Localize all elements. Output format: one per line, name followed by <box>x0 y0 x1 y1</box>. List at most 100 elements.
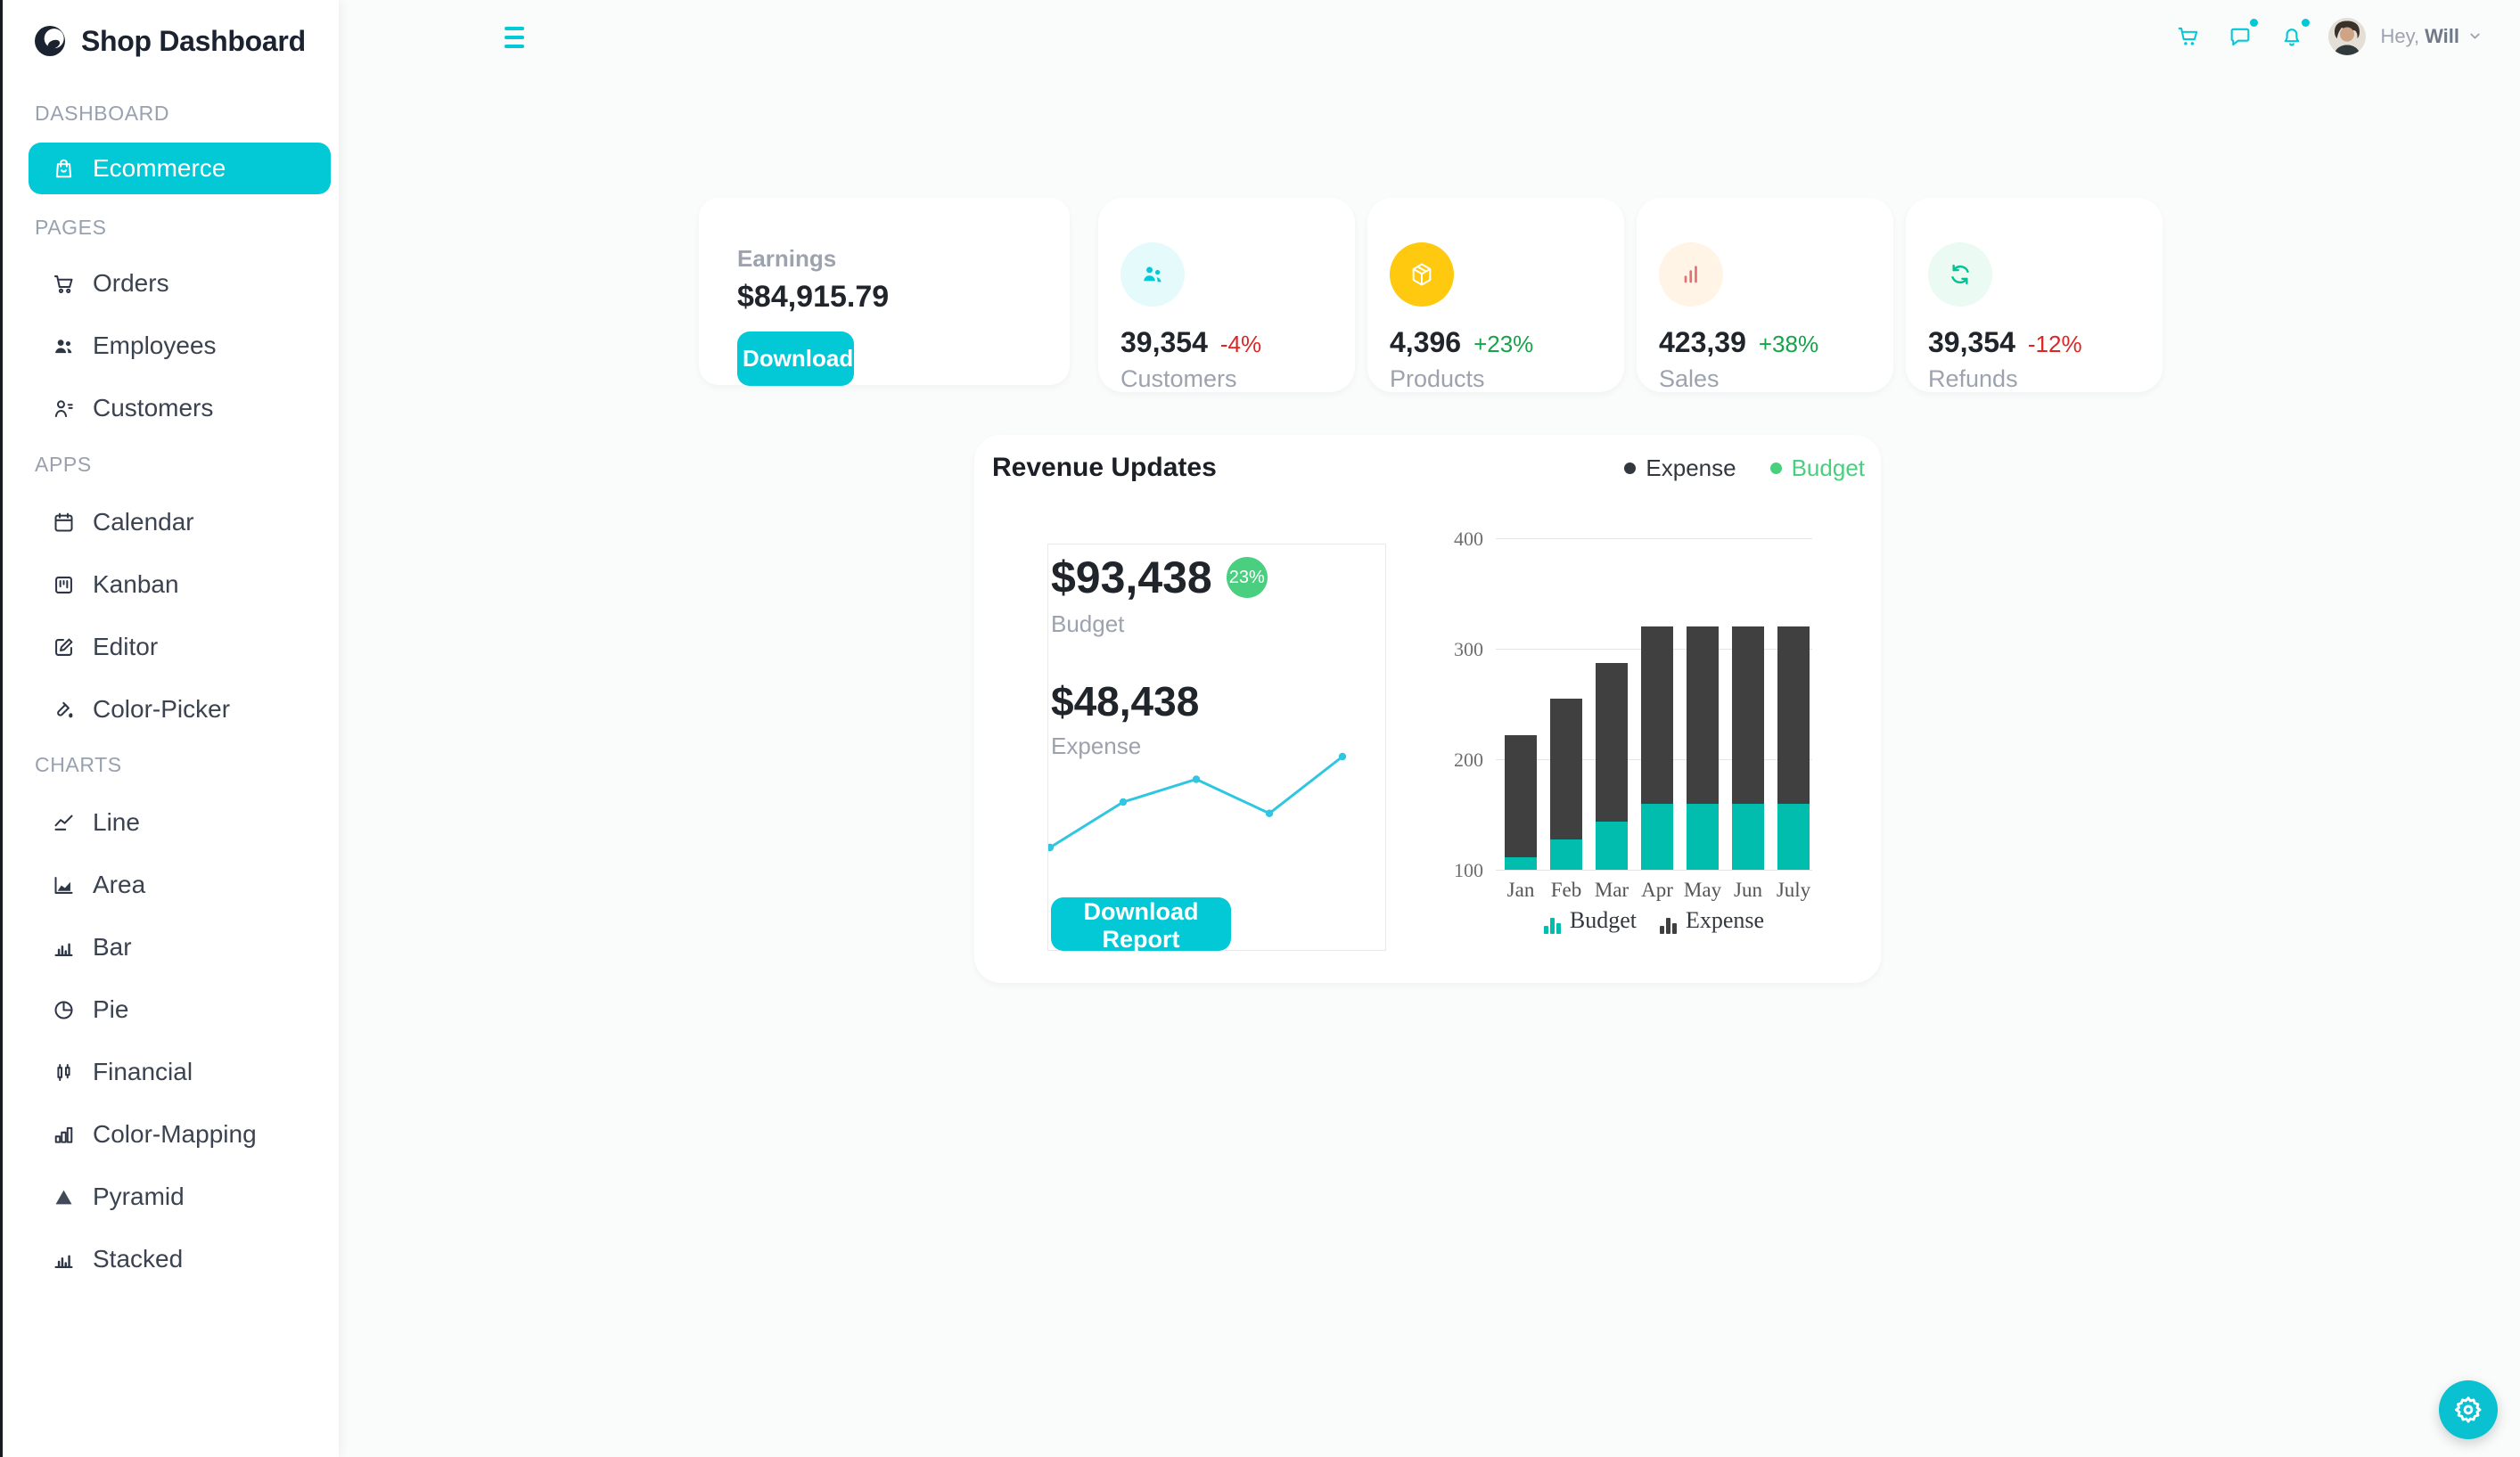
color-picker-icon <box>52 698 76 722</box>
budget-change-badge[interactable]: 23% <box>1226 557 1268 598</box>
stat-label: Sales <box>1659 365 1720 392</box>
bar-chart-icon <box>52 936 76 960</box>
bar-segment-expense <box>1505 734 1537 858</box>
settings-fab[interactable] <box>2439 1380 2498 1439</box>
sidebar-item-label: Pyramid <box>93 1183 185 1210</box>
chart-ytick-label: 400 <box>1454 528 1483 550</box>
legend-dot <box>1769 462 1782 474</box>
username-text[interactable]: Will <box>2425 24 2459 47</box>
sidebar-item-label: Line <box>93 808 140 836</box>
cart-button[interactable] <box>2163 11 2214 62</box>
editor-icon <box>52 635 76 659</box>
sidebar-item-orders[interactable]: Orders <box>3 252 339 315</box>
legend-item-expense[interactable]: Expense <box>1624 454 1736 482</box>
revenue-sparkline <box>1048 748 1387 856</box>
stat-card-customers[interactable]: 39,354 -4% Customers <box>1098 198 1355 392</box>
sidebar-item-employees[interactable]: Employees <box>3 315 339 377</box>
bar-segment-budget <box>1732 803 1764 870</box>
chart-bar-july[interactable] <box>1777 626 1810 870</box>
stat-delta: +38% <box>1758 331 1819 357</box>
sidebar-item-label: Area <box>93 871 146 898</box>
notifications-button[interactable] <box>2266 11 2318 62</box>
sales-bars-icon <box>1659 242 1723 307</box>
employees-icon <box>52 334 76 358</box>
chart-bar-apr[interactable] <box>1641 626 1673 870</box>
budget-expense-chart: 100 200 300 400 Jan Feb Mar Apr May Jun July Budget… <box>1454 528 1812 934</box>
sidebar-item-ecommerce[interactable]: Ecommerce <box>29 143 331 194</box>
customer-list-icon <box>52 397 76 421</box>
chevron-down-icon[interactable] <box>2467 29 2483 44</box>
earnings-card: Earnings $84,915.79 Download <box>699 198 1070 386</box>
sidebar-item-stacked[interactable]: Stacked <box>3 1228 339 1290</box>
sidebar-section-header: APPS <box>35 452 92 476</box>
stat-card-refunds[interactable]: 39,354 -12% Refunds <box>1906 198 2163 392</box>
stat-card-sales[interactable]: 423,39 +38% Sales <box>1637 198 1893 392</box>
gear-icon <box>2452 1394 2484 1426</box>
stat-delta: +23% <box>1473 331 1534 357</box>
chart-xtick-label: Apr <box>1641 879 1673 901</box>
refresh-icon <box>1928 242 1992 307</box>
bar-segment-budget <box>1505 857 1537 870</box>
app-title: Shop Dashboard <box>81 24 306 57</box>
sidebar-item-pyramid[interactable]: Pyramid <box>3 1166 339 1228</box>
sidebar-item-kanban[interactable]: Kanban <box>3 553 339 616</box>
cart-icon <box>2176 24 2201 49</box>
chart-bar-mar[interactable] <box>1596 663 1628 870</box>
chart-bar-jun[interactable] <box>1732 626 1764 870</box>
sidebar-section-header: PAGES <box>35 215 107 239</box>
sidebar-item-calendar[interactable]: Calendar <box>3 491 339 553</box>
sidebar-item-color-picker[interactable]: Color-Picker <box>3 678 339 741</box>
sidebar-item-customers[interactable]: Customers <box>3 377 339 439</box>
chart-bar-feb[interactable] <box>1550 699 1582 870</box>
color-mapping-icon <box>52 1123 76 1147</box>
bar-segment-budget <box>1550 839 1582 870</box>
chart-gridline <box>1496 538 1812 539</box>
kanban-icon <box>52 573 76 597</box>
shopping-cart-icon <box>52 272 76 296</box>
chart-bar-jan[interactable] <box>1505 734 1537 870</box>
sidebar-item-area[interactable]: Area <box>3 854 339 916</box>
chart-bar-may[interactable] <box>1687 626 1719 870</box>
pyramid-chart-icon <box>52 1185 76 1209</box>
chart-xtick-label: July <box>1776 879 1811 901</box>
chart-xtick-label: Jan <box>1506 879 1535 901</box>
sidebar-item-line[interactable]: Line <box>3 791 339 854</box>
sidebar-item-label: Ecommerce <box>93 154 226 182</box>
revenue-legend: Expense Budget <box>1624 454 1865 482</box>
chat-button[interactable] <box>2214 11 2266 62</box>
chart-gridline <box>1496 870 1812 871</box>
download-button[interactable]: Download <box>737 332 854 386</box>
chart-ytick-label: 100 <box>1454 859 1483 881</box>
sidebar-item-pie[interactable]: Pie <box>3 978 339 1041</box>
sidebar-item-color-mapping[interactable]: Color-Mapping <box>3 1103 339 1166</box>
stat-label: Products <box>1390 365 1485 392</box>
avatar[interactable] <box>2328 17 2367 55</box>
stat-value: 423,39 <box>1659 326 1746 358</box>
topbar: Hey, Will <box>339 0 2520 72</box>
chart-legend-item-budget[interactable]: Budget <box>1543 907 1637 934</box>
customers-group-icon <box>1138 260 1167 289</box>
app-logo[interactable]: Shop Dashboard <box>3 21 339 61</box>
sidebar-section-header: DASHBOARD <box>35 101 170 125</box>
hamburger-menu-icon[interactable] <box>505 19 540 56</box>
sidebar: Shop Dashboard DASHBOARD Ecommerce PAGES Or… <box>3 0 339 1457</box>
expense-value: $48,438 <box>1051 678 1200 724</box>
sidebar-item-label: Stacked <box>93 1245 184 1273</box>
chart-xtick-label: Mar <box>1594 879 1629 901</box>
sidebar-item-financial[interactable]: Financial <box>3 1041 339 1103</box>
sidebar-item-editor[interactable]: Editor <box>3 616 339 678</box>
stat-card-products[interactable]: 4,396 +23% Products <box>1367 198 1624 392</box>
revenue-header: Revenue Updates Expense Budget <box>992 453 1865 483</box>
sidebar-item-bar[interactable]: Bar <box>3 916 339 978</box>
line-chart-icon <box>52 811 76 835</box>
download-report-button[interactable]: Download Report <box>1051 897 1231 953</box>
sidebar-item-label: Color-Mapping <box>93 1120 257 1148</box>
bar-segment-expense <box>1732 626 1764 804</box>
stat-delta: -4% <box>1219 331 1262 357</box>
bar-segment-budget <box>1777 803 1810 870</box>
customers-group-icon <box>1120 242 1185 307</box>
legend-item-budget[interactable]: Budget <box>1769 454 1865 482</box>
mini-bar-chart-icon <box>1543 916 1561 934</box>
chart-legend-item-expense[interactable]: Expense <box>1660 907 1764 934</box>
greeting-text: Hey, <box>2380 24 2420 47</box>
